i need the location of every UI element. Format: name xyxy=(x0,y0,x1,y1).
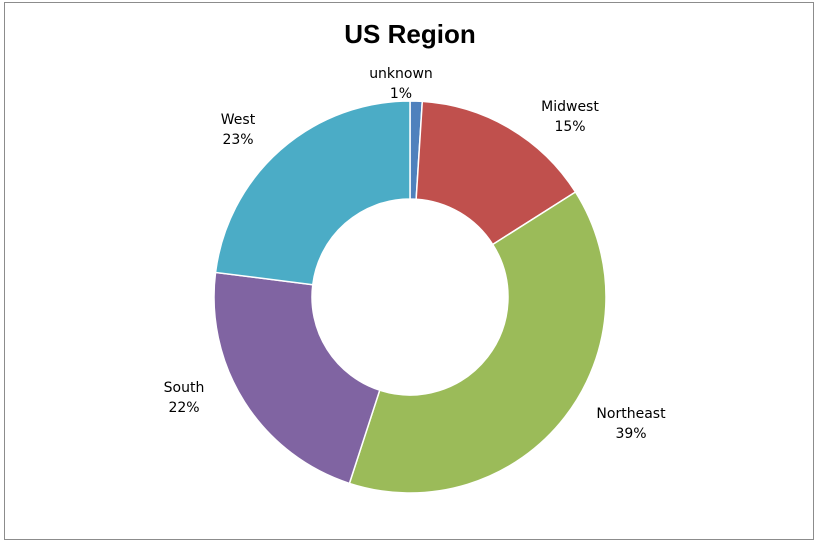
slice-label-midwest: Midwest xyxy=(541,99,599,115)
slice-value-south: 22% xyxy=(168,400,199,416)
donut-slice-northeast xyxy=(348,190,607,494)
slice-value-midwest: 15% xyxy=(554,119,585,135)
chart-title: US Region xyxy=(344,19,476,49)
slice-value-west: 23% xyxy=(222,132,253,148)
slice-label-unknown: unknown xyxy=(369,66,433,82)
donut-labels: unknown 1% Midwest 15% Northeast 39% South 22% W… xyxy=(164,66,666,442)
slice-label-west: West xyxy=(221,112,256,128)
donut-slice-south xyxy=(213,271,381,485)
slice-label-south: South xyxy=(164,380,205,396)
donut-slices xyxy=(213,100,607,494)
donut-slice-west xyxy=(214,100,411,286)
slice-value-unknown: 1% xyxy=(390,86,412,102)
slice-label-northeast: Northeast xyxy=(596,406,666,422)
slice-value-northeast: 39% xyxy=(615,426,646,442)
